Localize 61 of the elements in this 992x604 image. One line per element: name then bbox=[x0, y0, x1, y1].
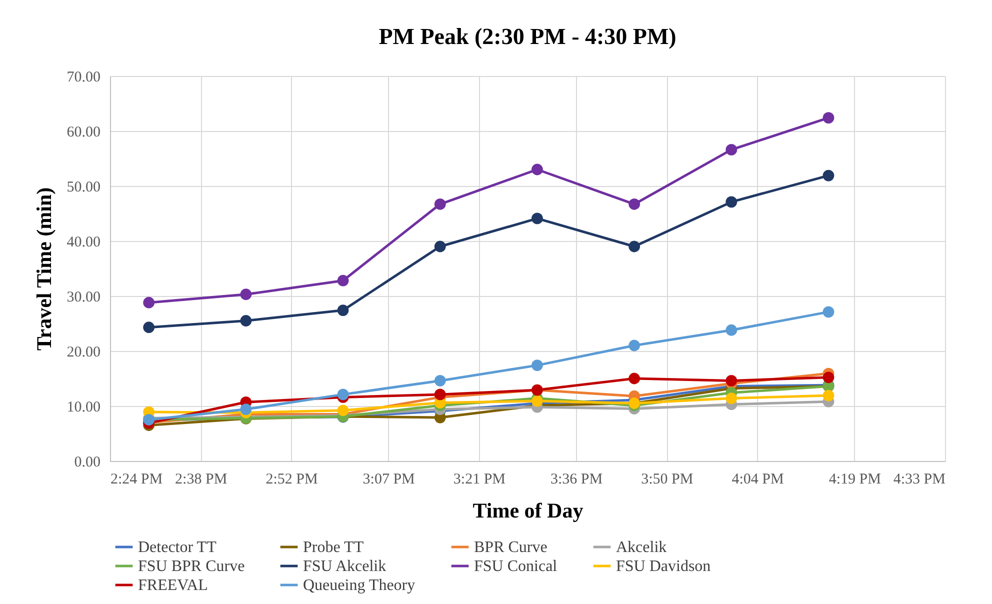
legend-label: BPR Curve bbox=[474, 539, 548, 556]
legend-label: Akcelik bbox=[616, 539, 667, 556]
legend-label: FREEVAL bbox=[138, 577, 208, 594]
y-tick-label: 30.00 bbox=[66, 290, 100, 306]
point bbox=[532, 164, 543, 176]
x-tick-label: 4:33 PM bbox=[893, 472, 946, 488]
legend-label: FSU Akcelik bbox=[303, 558, 386, 575]
y-axis-title: Travel Time (min) bbox=[32, 187, 56, 351]
point bbox=[240, 404, 252, 415]
x-tick-label: 2:38 PM bbox=[175, 472, 228, 488]
x-tick-label: 3:50 PM bbox=[641, 472, 694, 488]
point bbox=[337, 404, 349, 416]
point bbox=[337, 274, 349, 286]
legend-label: Probe TT bbox=[303, 539, 364, 556]
x-tick-label: 3:21 PM bbox=[453, 472, 506, 488]
point bbox=[726, 196, 738, 208]
point bbox=[628, 198, 640, 210]
x-tick-label: 4:04 PM bbox=[732, 472, 784, 488]
x-tick-label: 3:07 PM bbox=[362, 472, 415, 488]
point bbox=[143, 322, 155, 334]
y-tick-label: 50.00 bbox=[66, 180, 100, 196]
point bbox=[822, 372, 834, 384]
point bbox=[532, 360, 543, 371]
point bbox=[628, 340, 640, 352]
x-tick-label: 3:36 PM bbox=[550, 472, 603, 488]
legend-label: Detector TT bbox=[138, 539, 217, 556]
legend-label: FSU Conical bbox=[474, 558, 558, 575]
chart-title: PM Peak (2:30 PM - 4:30 PM) bbox=[378, 24, 676, 49]
y-tick-label: 0.00 bbox=[74, 454, 100, 470]
point bbox=[434, 240, 446, 252]
y-tick-label: 20.00 bbox=[66, 344, 100, 360]
point bbox=[628, 240, 640, 252]
point bbox=[822, 170, 834, 182]
point bbox=[434, 375, 446, 386]
point bbox=[726, 324, 738, 336]
point bbox=[532, 395, 543, 407]
point bbox=[434, 388, 446, 400]
point bbox=[822, 306, 834, 318]
y-tick-label: 40.00 bbox=[66, 234, 100, 250]
point bbox=[337, 388, 349, 400]
point bbox=[628, 372, 640, 384]
point bbox=[143, 296, 155, 308]
x-tick-label: 2:52 PM bbox=[266, 472, 318, 488]
x-tick-label: 2:24 PM bbox=[110, 472, 163, 488]
point bbox=[434, 198, 446, 210]
y-tick-label: 10.00 bbox=[66, 400, 100, 416]
x-tick-label: 4:19 PM bbox=[828, 472, 881, 488]
point bbox=[822, 390, 834, 402]
point bbox=[726, 144, 738, 156]
point bbox=[822, 112, 834, 124]
y-tick-label: 70.00 bbox=[66, 70, 100, 86]
point bbox=[240, 288, 252, 300]
point bbox=[337, 304, 349, 316]
point bbox=[532, 212, 543, 224]
y-tick-label: 60.00 bbox=[66, 124, 100, 140]
legend-label: Queueing Theory bbox=[303, 577, 416, 594]
point bbox=[240, 315, 252, 326]
x-axis-title: Time of Day bbox=[472, 498, 584, 522]
legend-label: FSU Davidson bbox=[616, 558, 711, 575]
legend-label: FSU BPR Curve bbox=[138, 558, 245, 575]
point bbox=[726, 392, 738, 404]
